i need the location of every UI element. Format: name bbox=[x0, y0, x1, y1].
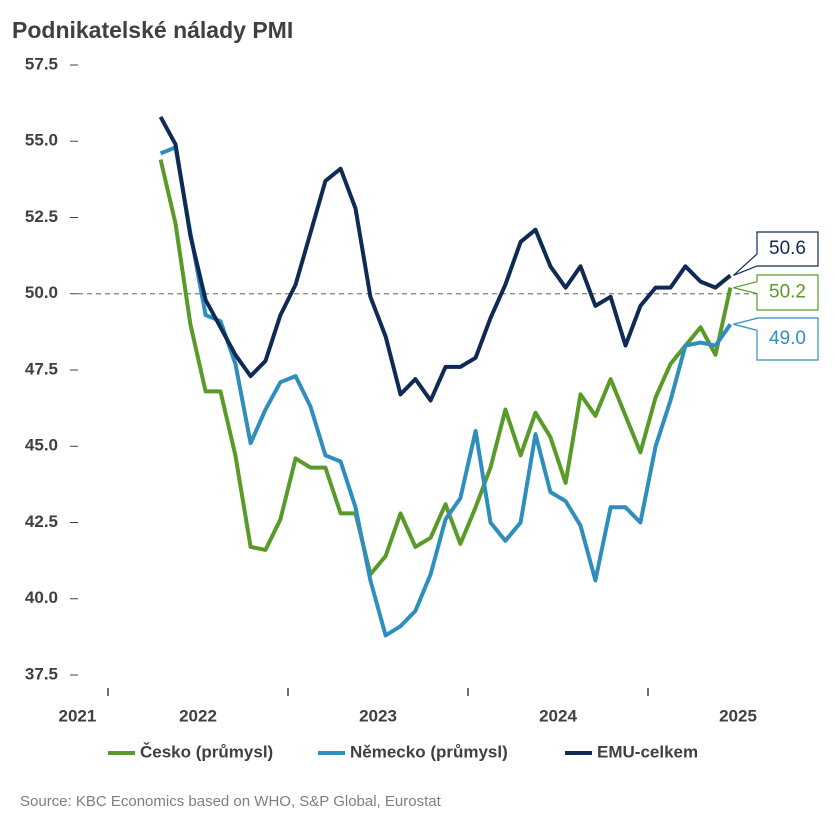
callout-box bbox=[733, 231, 819, 277]
x-tick-label: 2025 bbox=[719, 706, 757, 725]
y-tick-label: 40.0 bbox=[25, 588, 58, 607]
y-tick-label: 42.5 bbox=[25, 512, 58, 531]
y-tick-label: 52.5 bbox=[25, 207, 58, 226]
y-tick-label: 45.0 bbox=[25, 436, 58, 455]
y-tick-label: 55.0 bbox=[25, 131, 58, 150]
callout-box bbox=[733, 274, 819, 311]
source-note: Source: KBC Economics based on WHO, S&P … bbox=[20, 793, 442, 810]
chart-title: Podnikatelské nálady PMI bbox=[12, 17, 293, 43]
x-tick-label: 2021 bbox=[58, 706, 96, 725]
callout-box bbox=[733, 317, 819, 361]
series-line bbox=[159, 145, 733, 638]
y-tick-label: 37.5 bbox=[25, 664, 58, 683]
x-tick-label: 2024 bbox=[539, 706, 577, 725]
callout-label: 50.2 bbox=[769, 282, 806, 303]
x-tick-label: 2023 bbox=[359, 706, 397, 725]
legend-label: Německo (průmysl) bbox=[350, 742, 508, 761]
legend-label: EMU-celkem bbox=[597, 742, 698, 761]
callout-label: 50.6 bbox=[769, 238, 806, 259]
y-tick-label: 47.5 bbox=[25, 359, 58, 378]
legend-label: Česko (průmysl) bbox=[140, 742, 273, 761]
series-line bbox=[158, 159, 733, 577]
callout-label: 49.0 bbox=[769, 328, 806, 349]
y-tick-label: 57.5 bbox=[25, 54, 58, 73]
series-line bbox=[158, 115, 732, 403]
y-tick-label: 50.0 bbox=[25, 283, 58, 302]
x-tick-label: 2022 bbox=[179, 706, 217, 725]
